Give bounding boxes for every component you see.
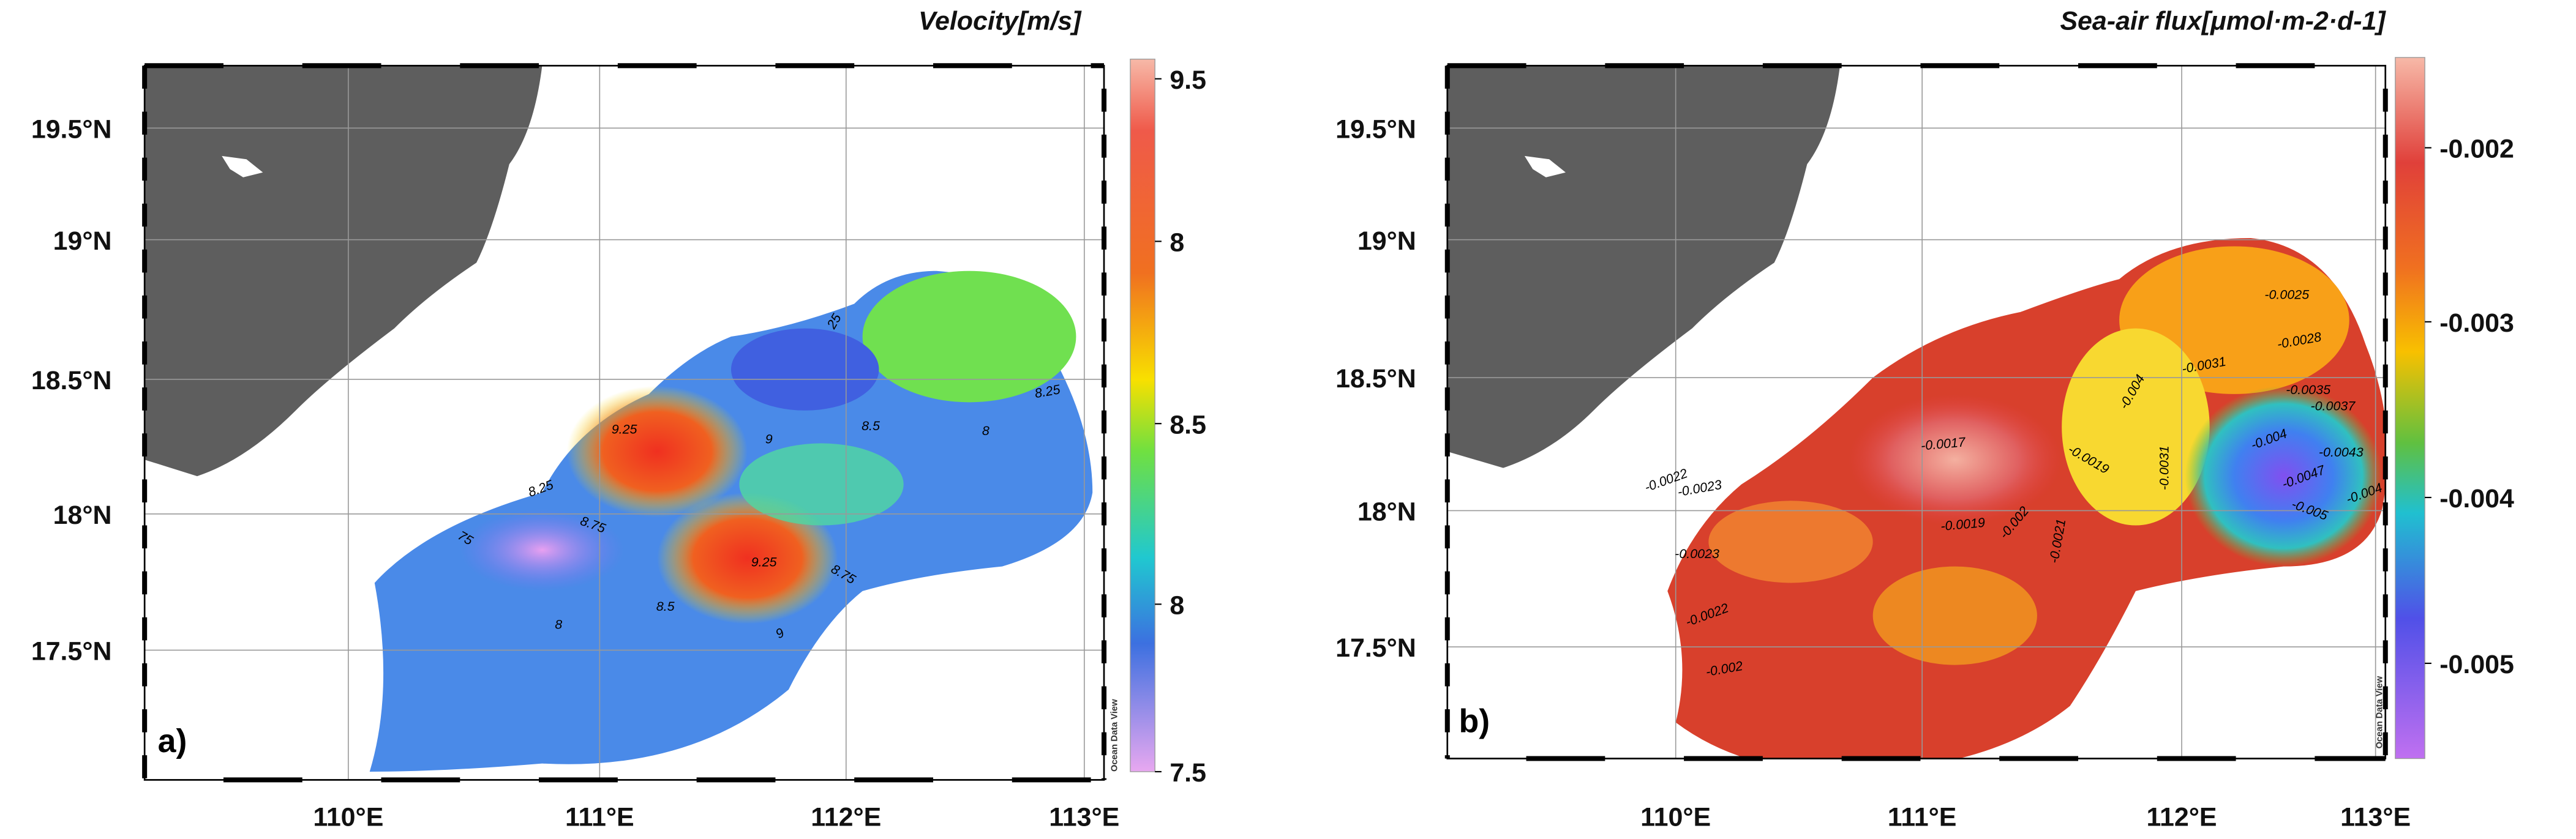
field: [1708, 501, 1873, 583]
contour-label: -0.0025: [2264, 287, 2309, 302]
lat-label: 19.5°N: [31, 114, 112, 144]
lat-label: 17.5°N: [31, 637, 112, 666]
contour-label: 9.25: [612, 422, 637, 436]
contour-label: 8: [555, 617, 562, 632]
lon-label: 112°E: [811, 803, 881, 832]
colorbar-label: -0.002: [2439, 135, 2514, 164]
lon-label: 111°E: [1888, 803, 1957, 832]
field: [730, 328, 879, 411]
land: [1447, 65, 1840, 468]
lat-label: 19.5°N: [1335, 114, 1416, 144]
field: [739, 443, 904, 526]
lon-label: 112°E: [2147, 803, 2217, 832]
colorbar-label: 9.5: [1170, 65, 1206, 95]
watermark: Ocean Data View: [1110, 699, 1119, 772]
lat-label: 18°N: [1357, 498, 1416, 527]
colorbar-label: 8: [1170, 591, 1184, 620]
contour-label: 8: [982, 423, 989, 438]
field: [2185, 386, 2383, 567]
field: [1872, 566, 2037, 665]
map-a: [145, 65, 1093, 772]
lon-label: 113°E: [2340, 803, 2411, 832]
land: [145, 65, 543, 477]
field: [657, 492, 838, 624]
lat-label: 19°N: [1357, 226, 1416, 256]
lat-label: 19°N: [53, 226, 112, 256]
lon-label: 111°E: [565, 803, 634, 832]
panel-label: b): [1459, 703, 1490, 740]
island: [1524, 155, 1566, 177]
contour-label: -0.0031: [2157, 446, 2172, 490]
colorbar-label: 8.5: [1170, 410, 1206, 439]
lon-label: 110°E: [313, 803, 383, 832]
colorbar-label: -0.004: [2439, 484, 2514, 513]
lon-label: 113°E: [1049, 803, 1119, 832]
contour-label: 9.25: [751, 555, 777, 570]
contour-label: 8.5: [862, 419, 880, 433]
colorbar: [1130, 58, 1155, 772]
contour-label: 8.5: [656, 599, 675, 614]
contour-label: -0.0035: [2286, 382, 2330, 397]
panel-label: a): [158, 723, 187, 759]
panel-title: Sea-air flux[μmol·m-2·d-1]: [2060, 6, 2386, 35]
colorbar: [2395, 57, 2425, 759]
lat-label: 18.5°N: [1335, 364, 1416, 393]
island: [222, 155, 263, 177]
colorbar-label: 8: [1170, 228, 1184, 257]
map-b: [1447, 65, 2386, 759]
field: [1848, 393, 2062, 526]
field: [566, 386, 748, 518]
contour-label: -0.0043: [2319, 445, 2364, 460]
watermark: Ocean Data View: [2375, 676, 2384, 748]
lat-label: 18.5°N: [31, 366, 112, 395]
contour-label: -0.0037: [2310, 399, 2356, 414]
colorbar-label: -0.005: [2439, 650, 2514, 679]
panel-title: Velocity[m/s]: [918, 6, 1082, 35]
field: [460, 509, 625, 591]
colorbar-label: 7.5: [1170, 758, 1206, 788]
lat-label: 18°N: [53, 501, 112, 530]
contour-label: 9: [765, 431, 773, 446]
lon-label: 110°E: [1640, 803, 1711, 832]
field: [862, 270, 1076, 403]
contour-label: -0.0023: [1675, 546, 1719, 561]
colorbar-label: -0.003: [2439, 308, 2514, 338]
lat-label: 17.5°N: [1335, 633, 1416, 663]
